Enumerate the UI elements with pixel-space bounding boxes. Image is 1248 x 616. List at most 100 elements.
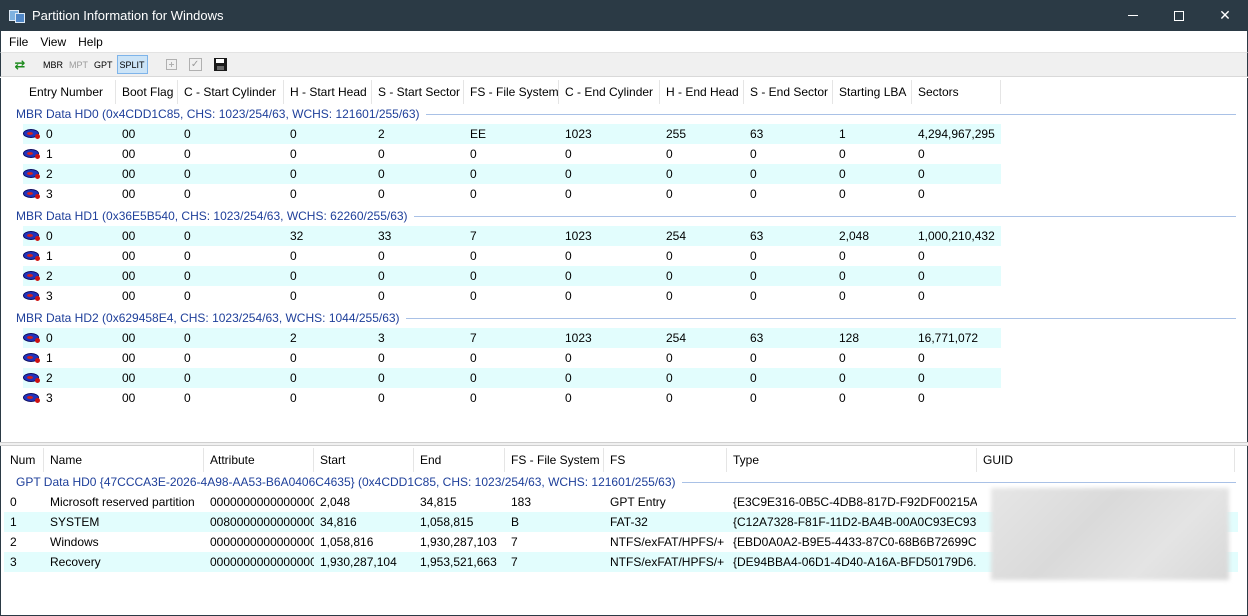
- table-cell: 0: [184, 331, 191, 345]
- gpt-col-header[interactable]: Start: [314, 448, 414, 472]
- table-row[interactable]: 1 00 0 0 0 0 0 0 0 0 0: [23, 246, 1001, 266]
- table-cell: 1,000,210,432: [918, 229, 995, 243]
- table-cell: 0: [184, 127, 191, 141]
- table-cell: 0: [750, 249, 757, 263]
- table-cell: 0: [666, 351, 673, 365]
- maximize-button[interactable]: [1156, 0, 1202, 31]
- table-cell: 2,048: [320, 495, 351, 509]
- entry-number-cell: 0: [23, 226, 116, 246]
- table-cell: 0: [565, 289, 572, 303]
- table-cell: 3: [378, 331, 385, 345]
- table-cell: 0: [839, 167, 846, 181]
- mbr-col-header[interactable]: Starting LBA: [833, 80, 912, 104]
- table-row[interactable]: 1 00 0 0 0 0 0 0 0 0 0: [23, 348, 1001, 368]
- table-cell: 1,058,816: [320, 535, 374, 549]
- gpt-col-header[interactable]: FS: [604, 448, 727, 472]
- gpt-col-header[interactable]: Num: [4, 448, 44, 472]
- menu-bar: File View Help: [0, 31, 1248, 52]
- table-cell: 00: [122, 249, 136, 263]
- table-cell: 0: [839, 391, 846, 405]
- table-row[interactable]: 2 00 0 0 0 0 0 0 0 0 0: [23, 164, 1001, 184]
- gpt-col-header[interactable]: End: [414, 448, 505, 472]
- guid-redacted: [991, 488, 1229, 580]
- mbr-button[interactable]: MBR: [43, 59, 63, 70]
- table-row[interactable]: 2 Windows 0000000000000000 1,058,816 1,930,2…: [4, 532, 1238, 552]
- entry-number: 0: [46, 229, 53, 243]
- gpt-col-header[interactable]: Type: [727, 448, 977, 472]
- save-icon[interactable]: [213, 58, 227, 71]
- table-cell: Recovery: [50, 555, 101, 569]
- table-cell: 0: [918, 269, 925, 283]
- mpt-button[interactable]: MPT: [69, 59, 88, 70]
- entry-number-cell: 0: [23, 328, 116, 348]
- entry-number: 2: [46, 371, 53, 385]
- pane-splitter[interactable]: [0, 442, 1248, 446]
- gpt-col-header[interactable]: GUID: [977, 448, 1235, 472]
- expand-icon[interactable]: [165, 59, 177, 70]
- mbr-col-header[interactable]: Sectors: [912, 80, 1001, 104]
- table-row[interactable]: 3 00 0 0 0 0 0 0 0 0 0: [23, 286, 1001, 306]
- close-button[interactable]: ✕: [1202, 0, 1248, 31]
- table-row[interactable]: 3 Recovery 0000000000000000 1,930,287,104 1,…: [4, 552, 1238, 572]
- table-cell: 0: [750, 187, 757, 201]
- table-cell: 0: [666, 289, 673, 303]
- table-cell: 0: [290, 391, 297, 405]
- menu-file[interactable]: File: [9, 34, 29, 49]
- table-row[interactable]: 1 00 0 0 0 0 0 0 0 0 0: [23, 144, 1001, 164]
- gpt-button[interactable]: GPT: [94, 59, 113, 70]
- entry-number-cell: 3: [23, 286, 116, 306]
- table-row[interactable]: 0 00 0 0 2 EE 1023 255 63 1 4,294,967,295: [23, 124, 1001, 144]
- gpt-col-header[interactable]: Attribute: [204, 448, 314, 472]
- partition-icon: [23, 353, 40, 364]
- table-cell: 0: [184, 391, 191, 405]
- mbr-col-header[interactable]: Boot Flag: [116, 80, 178, 104]
- gpt-col-header[interactable]: FS - File System: [505, 448, 604, 472]
- table-cell: 0: [666, 147, 673, 161]
- menu-help[interactable]: Help: [78, 34, 103, 49]
- table-row[interactable]: 2 00 0 0 0 0 0 0 0 0 0: [23, 266, 1001, 286]
- table-cell: 0: [378, 147, 385, 161]
- entry-number: 3: [46, 187, 53, 201]
- minimize-button[interactable]: [1110, 0, 1156, 31]
- mbr-col-header[interactable]: C - Start Cylinder: [178, 80, 284, 104]
- checkbox-icon[interactable]: ✓: [188, 58, 202, 71]
- split-button[interactable]: SPLIT: [116, 55, 148, 74]
- table-cell: 0: [565, 187, 572, 201]
- table-row[interactable]: 1 SYSTEM 0080000000000000 34,816 1,058,815 B F…: [4, 512, 1238, 532]
- mbr-col-header[interactable]: FS - File System: [464, 80, 559, 104]
- table-cell: 0000000000000000: [210, 535, 314, 549]
- table-cell: {EBD0A0A2-B9E5-4433-87C0-68B6B72699C7}: [733, 535, 977, 549]
- table-row[interactable]: 3 00 0 0 0 0 0 0 0 0 0: [23, 388, 1001, 408]
- table-cell: 7: [470, 229, 477, 243]
- table-row[interactable]: 0 00 0 32 33 7 1023 254 63 2,048 1,000,210,432: [23, 226, 1001, 246]
- table-cell: 34,816: [320, 515, 357, 529]
- table-cell: 0: [184, 147, 191, 161]
- menu-view[interactable]: View: [40, 34, 67, 49]
- mbr-col-header[interactable]: S - End Sector: [744, 80, 833, 104]
- refresh-icon[interactable]: ⇄: [14, 56, 26, 72]
- table-cell: 0: [666, 391, 673, 405]
- partition-icon: [23, 189, 40, 200]
- table-cell: 1,058,815: [420, 515, 474, 529]
- partition-icon: [23, 373, 40, 384]
- gpt-pane: Num Name Attribute Start End FS - File System…: [0, 446, 1248, 616]
- table-row[interactable]: 0 00 0 2 3 7 1023 254 63 128 16,771,072: [23, 328, 1001, 348]
- table-cell: 0: [184, 371, 191, 385]
- table-cell: 0: [918, 167, 925, 181]
- table-cell: 0: [839, 351, 846, 365]
- mbr-group-title: MBR Data HD0 (0x4CDD1C85, CHS: 1023/254/…: [16, 107, 420, 121]
- table-cell: 0: [184, 229, 191, 243]
- table-cell: 1,930,287,104: [320, 555, 397, 569]
- mbr-col-header[interactable]: S - Start Sector: [372, 80, 464, 104]
- mbr-col-header[interactable]: H - End Head: [660, 80, 744, 104]
- table-row[interactable]: 0 Microsoft reserved partition 00000000000…: [4, 492, 1238, 512]
- table-cell: 7: [470, 331, 477, 345]
- mbr-col-header[interactable]: C - End Cylinder: [559, 80, 660, 104]
- table-row[interactable]: 3 00 0 0 0 0 0 0 0 0 0: [23, 184, 1001, 204]
- entry-number-cell: 2: [23, 266, 116, 286]
- gpt-col-header[interactable]: Name: [44, 448, 204, 472]
- mbr-col-header[interactable]: H - Start Head: [284, 80, 372, 104]
- mbr-col-header[interactable]: Entry Number: [23, 80, 116, 104]
- table-cell: 0: [565, 147, 572, 161]
- table-row[interactable]: 2 00 0 0 0 0 0 0 0 0 0: [23, 368, 1001, 388]
